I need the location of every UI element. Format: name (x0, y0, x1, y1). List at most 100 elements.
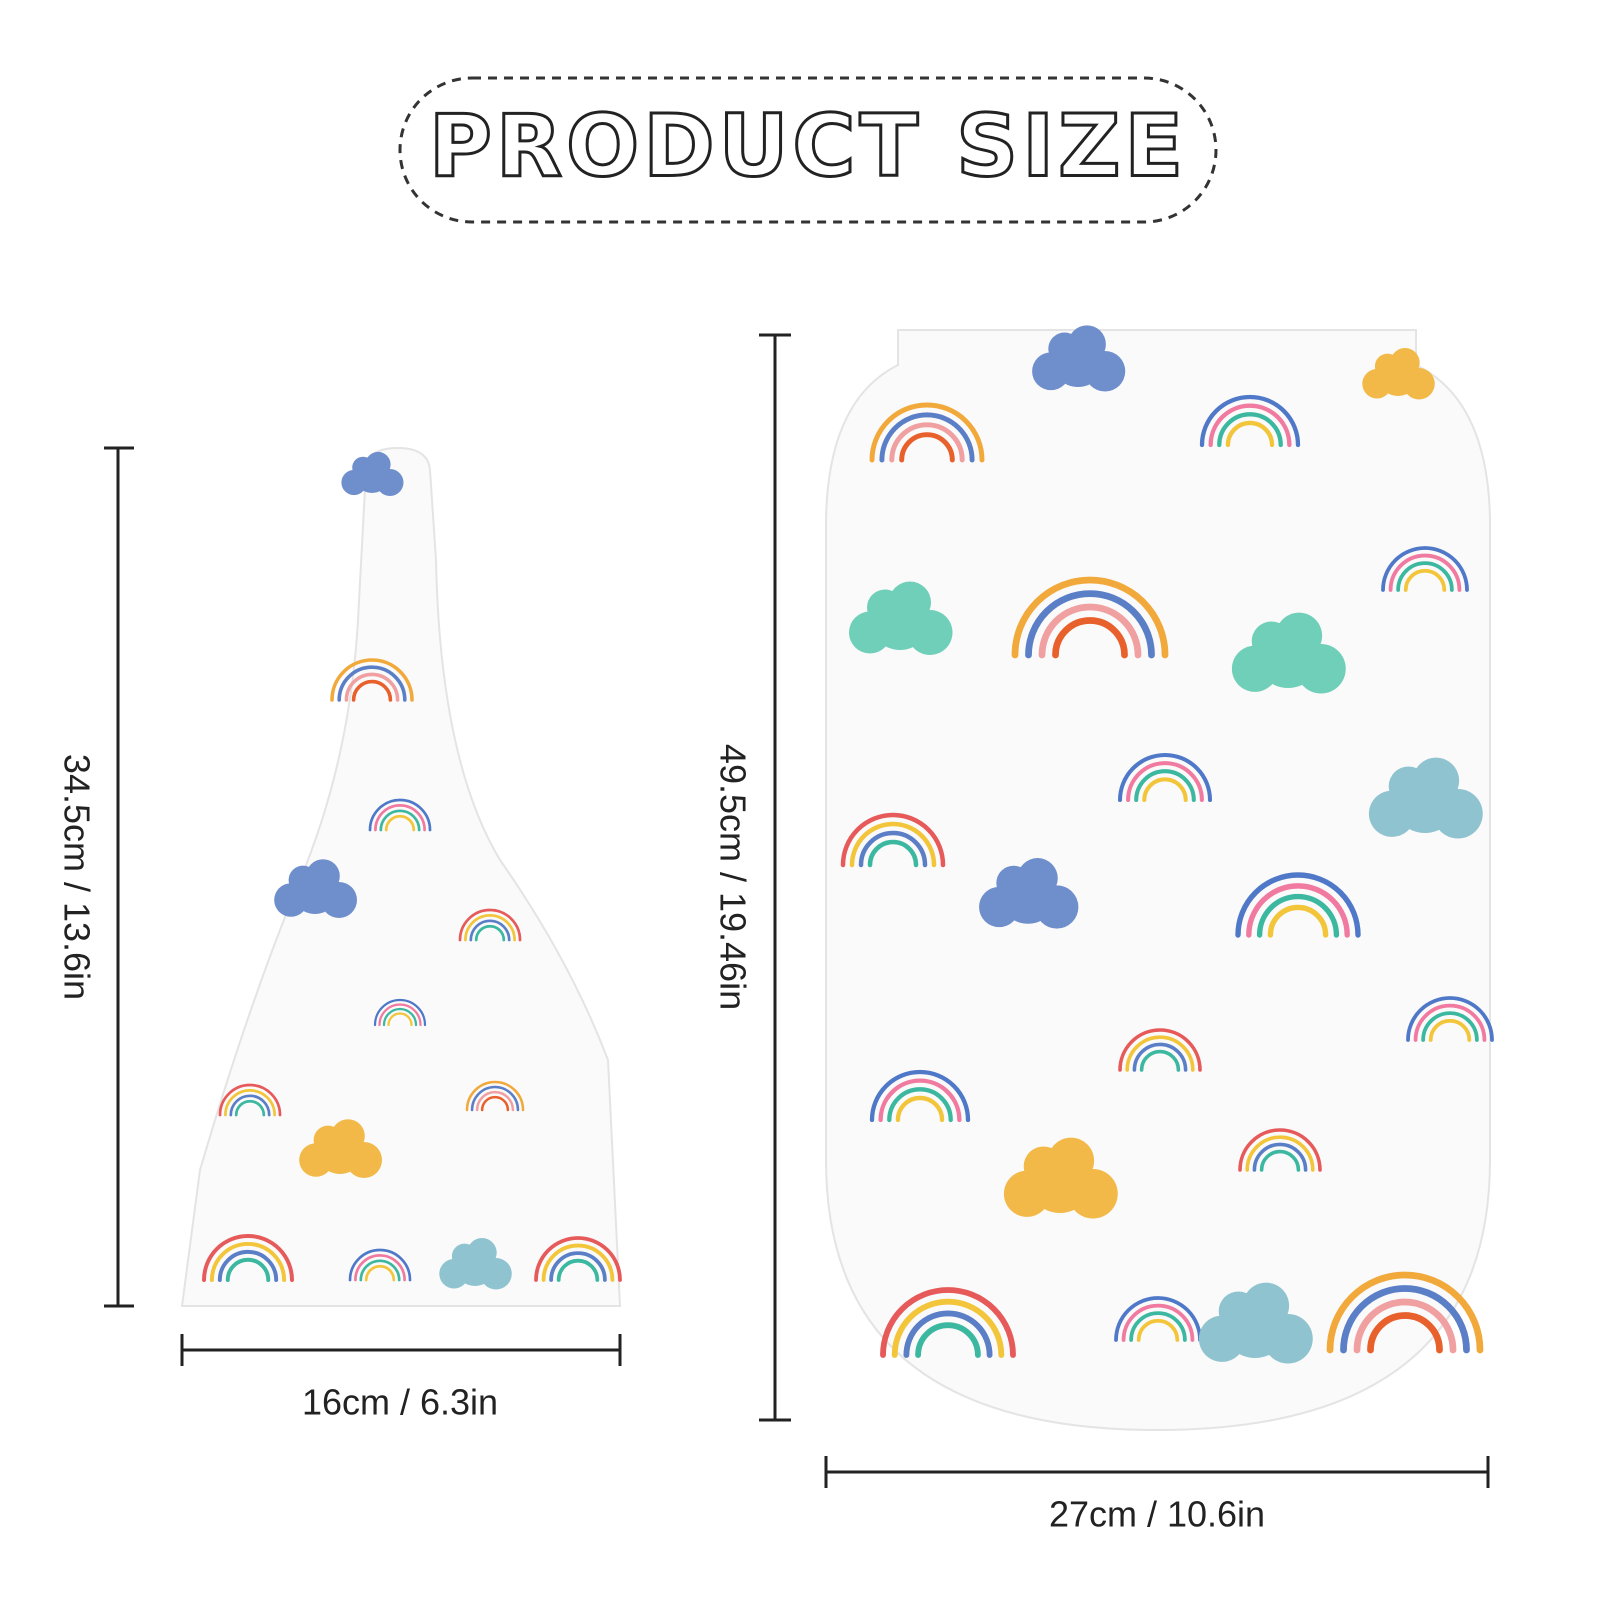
rainbow-arc (337, 665, 407, 702)
rainbow-arc (225, 1257, 271, 1282)
rainbow-arc (475, 1090, 515, 1112)
rainbow-arc (1428, 1018, 1472, 1042)
rainbow-arc (359, 1259, 401, 1282)
rainbow-arc (1121, 1303, 1195, 1342)
rainbow-arc (1117, 752, 1213, 803)
rainbow-arc (869, 402, 985, 463)
rainbow-arc (348, 1248, 412, 1282)
rainbow-arc (1225, 420, 1275, 448)
cloud (451, 1243, 478, 1269)
rainbow-arc (229, 1094, 271, 1117)
rainbow-arc (1388, 553, 1462, 592)
rainbow-arc (1136, 1318, 1180, 1342)
rainbow-arc (480, 1095, 510, 1112)
rainbow-arc (1340, 1285, 1470, 1354)
rainbow-arc (1114, 1296, 1202, 1342)
rainbow-arc (1396, 561, 1454, 592)
rainbow-arc (880, 1287, 1016, 1358)
hat-width-label: 16cm / 6.3in (302, 1382, 498, 1423)
rainbow-arc (387, 1012, 413, 1027)
rainbow-arc (1267, 904, 1329, 938)
cloud (1374, 353, 1401, 379)
rainbow-arc (1126, 761, 1204, 803)
rainbow-arc (1246, 883, 1350, 938)
rainbow-arc (1245, 1135, 1315, 1172)
rainbow-arc (1134, 769, 1196, 803)
rainbow-arc (354, 1254, 406, 1282)
rainbow-arc (1208, 403, 1292, 448)
rainbow-arc (1038, 603, 1142, 659)
swaddle-shape (825, 329, 1491, 1432)
rainbow-arc (1259, 1149, 1301, 1172)
rainbow-arc (858, 830, 928, 868)
cloud (1023, 1146, 1064, 1187)
cloud (1251, 621, 1292, 662)
rainbow-arc (1235, 872, 1361, 938)
rainbow-arc (224, 1089, 276, 1117)
rainbow-arc (1217, 412, 1283, 448)
rainbow-arc (382, 1007, 418, 1027)
title-pill (398, 76, 1218, 224)
rainbow-arc (534, 1236, 622, 1282)
rainbow-arc (1011, 576, 1169, 659)
rainbow-arc (899, 432, 955, 463)
rainbow-arc (368, 798, 432, 832)
rainbow-arc (330, 658, 414, 702)
rainbow-arc (1132, 1042, 1188, 1072)
rainbow-arc (234, 1099, 266, 1117)
rainbow-arc (541, 1243, 615, 1282)
hat-height-label: 34.5cm / 13.6in (56, 754, 97, 1000)
rainbow-arc (849, 821, 937, 868)
title: PRODUCT SIZE (429, 96, 1187, 196)
rainbow-arc (474, 924, 506, 942)
rainbow-arc (1142, 777, 1188, 803)
cloud (1048, 332, 1081, 365)
rainbow-arc (1353, 1298, 1457, 1354)
rainbow-arc (1238, 1128, 1322, 1172)
rainbow-arc (470, 1085, 520, 1112)
rainbow-arc (895, 1095, 945, 1123)
rainbow-arc (218, 1083, 282, 1117)
rainbow-arc (1367, 1312, 1443, 1354)
rainbow-arc (879, 412, 975, 463)
rainbow-arc (1129, 1311, 1187, 1342)
rainbow-arc (209, 1242, 287, 1282)
rainbow-arc (364, 1264, 396, 1282)
rainbow-arc (1199, 394, 1301, 448)
rainbow-arc (1052, 617, 1128, 659)
rainbow-arc (1403, 568, 1447, 592)
rainbow-arc (1326, 1271, 1484, 1354)
cloud (996, 865, 1031, 901)
swaddle-width-label: 27cm / 10.6in (1049, 1494, 1265, 1535)
rainbow-arc (1252, 1142, 1308, 1172)
cloud (1218, 1291, 1259, 1332)
rainbow-arc (374, 804, 426, 832)
rainbow-arc (1025, 590, 1155, 659)
rainbow-arc (1421, 1011, 1479, 1042)
rainbow-arc (1381, 546, 1469, 592)
rainbow-arc (373, 998, 427, 1027)
rainbow-arc (1406, 996, 1494, 1042)
hat-pattern (202, 451, 622, 1290)
rainbow-arc (217, 1249, 279, 1282)
rainbow-arc (458, 908, 522, 942)
rainbow-arc (878, 1078, 962, 1123)
cloud (1388, 766, 1429, 807)
rainbow-arc (1118, 1028, 1202, 1072)
rainbow-arc (1413, 1003, 1487, 1042)
rainbow-arc (379, 809, 421, 832)
cloud (313, 1125, 343, 1155)
rainbow-arc (903, 1310, 993, 1358)
rainbow-arc (556, 1258, 600, 1282)
cloud (352, 456, 374, 479)
rainbow-arc (351, 679, 393, 702)
swaddle-height-label: 49.5cm / 19.46in (712, 744, 753, 1010)
rainbow-arc (867, 839, 919, 868)
rainbow-arc (384, 814, 416, 832)
rainbow-arc (469, 919, 511, 942)
rainbow-arc (344, 672, 400, 702)
rainbow-arc (840, 812, 946, 868)
rainbow-arc (889, 422, 965, 463)
rainbow-arc (465, 1080, 525, 1112)
